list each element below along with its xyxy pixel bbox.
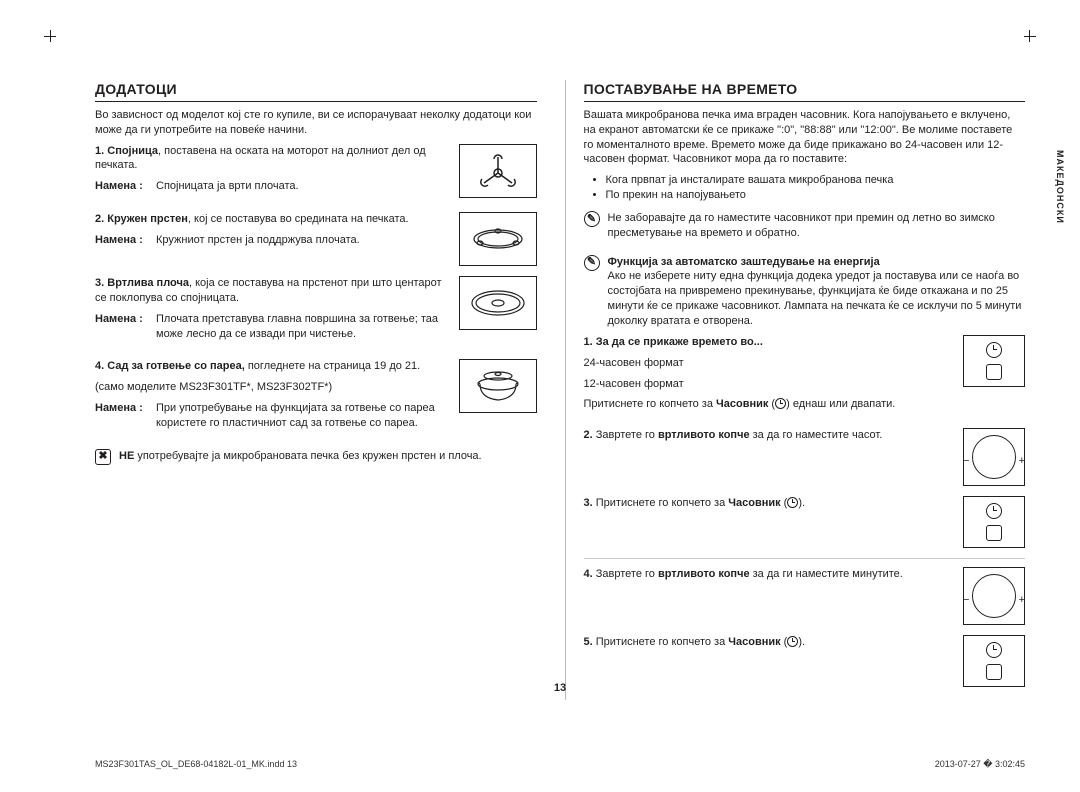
clock-icon xyxy=(986,642,1002,658)
clock-icon xyxy=(986,342,1002,358)
step-bold: Часовник xyxy=(728,497,780,509)
step-bold: Часовник xyxy=(716,398,768,410)
step-text: Притиснете го копчето за xyxy=(596,497,729,509)
step-number: 5. xyxy=(584,636,593,648)
install-conditions-list: Кога првпат ја инсталирате вашата микроб… xyxy=(584,173,1026,203)
step-number: 2. xyxy=(584,429,593,441)
item-models: (само моделите MS23F301TF*, MS23F302TF*) xyxy=(95,380,449,395)
dial-figure: −+ xyxy=(963,428,1025,486)
purpose-text: Спојницата ја врти плочата. xyxy=(156,179,299,194)
roller-ring-figure xyxy=(459,212,537,266)
step-row: 4. Завртете го вртливото копче за да ги … xyxy=(584,567,1026,625)
button-icon xyxy=(986,364,1002,380)
list-item: Кога првпат ја инсталирате вашата микроб… xyxy=(606,173,1026,188)
step-heading: 1. За да се прикаже времето во... xyxy=(584,335,954,350)
setting-time-section: ПОСТАВУВАЊЕ НА ВРЕМЕТО Вашата микробрано… xyxy=(565,80,1026,700)
page-number: 13 xyxy=(95,682,1025,694)
warn-bold: НЕ xyxy=(119,450,134,462)
item-text: , кој се поставува во средината на печка… xyxy=(188,213,409,225)
dial-icon: −+ xyxy=(972,435,1016,479)
item-title: Сад за готвење со пареа, xyxy=(107,360,245,372)
button-icon xyxy=(986,664,1002,680)
step-text: Завртете го xyxy=(596,429,658,441)
accessories-intro: Во зависност од моделот кој сте го купил… xyxy=(95,108,537,138)
step-row: 5. Притиснете го копчето за Часовник (). xyxy=(584,635,1026,687)
item-text: погледнете на страница 19 до 21. xyxy=(245,360,420,372)
clock-button-figure xyxy=(963,635,1025,687)
item-title: Кружен прстен xyxy=(107,213,188,225)
purpose-text: Кружниот прстен ја поддржува плочата. xyxy=(156,233,360,248)
step-text: . xyxy=(802,497,805,509)
step-row: 1. За да се прикаже времето во... 24-час… xyxy=(584,335,1026,418)
two-column-layout: ДОДАТОЦИ Во зависност од моделот кој сте… xyxy=(95,80,1025,700)
item-title: Спојница xyxy=(107,145,158,157)
energy-saving-note: ✎ Функција за автоматско заштедување на … xyxy=(584,255,1026,335)
warn-text: употребувајте ја микробрановата печка бе… xyxy=(134,450,481,462)
list-item: По прекин на напојувањето xyxy=(606,188,1026,203)
step-bold: вртливото копче xyxy=(658,568,750,580)
setting-time-intro: Вашата микробранова печка има вграден ча… xyxy=(584,108,1026,167)
footer-filename: MS23F301TAS_OL_DE68-04182L-01_MK.indd 13 xyxy=(95,759,297,770)
coupler-figure xyxy=(459,144,537,198)
side-language-label: МАКЕДОНСКИ xyxy=(1055,150,1065,224)
purpose-text: Плочата претставува главна површина за г… xyxy=(156,312,449,342)
dst-note: ✎ Не заборавајте да го наместите часовни… xyxy=(584,211,1026,247)
purpose-label: Намена : xyxy=(95,233,150,248)
footer-timestamp: 2013-07-27 � 3:02:45 xyxy=(935,759,1025,770)
step-text: Завртете го xyxy=(596,568,658,580)
accessory-item: 3. Вртлива плоча, која се поставува на п… xyxy=(95,276,537,349)
item-title: Вртлива плоча xyxy=(107,277,189,289)
step-line: 24-часовен формат xyxy=(584,356,954,371)
dial-figure: −+ xyxy=(963,567,1025,625)
info-icon: ✎ xyxy=(584,255,600,271)
purpose-label: Намена : xyxy=(95,401,150,431)
accessory-item: 1. Спојница, поставена на оската на мото… xyxy=(95,144,537,203)
step-bold: вртливото копче xyxy=(658,429,750,441)
dial-icon: −+ xyxy=(972,574,1016,618)
step-row: 3. Притиснете го копчето за Часовник (). xyxy=(584,496,1026,548)
purpose-label: Намена : xyxy=(95,179,150,194)
accessories-section: ДОДАТОЦИ Во зависност од моделот кој сте… xyxy=(95,80,537,700)
button-icon xyxy=(986,525,1002,541)
clock-icon xyxy=(787,636,798,647)
step-number: 3. xyxy=(584,497,593,509)
info-icon: ✎ xyxy=(584,211,600,227)
accessory-item: 4. Сад за готвење со пареа, погледнете н… xyxy=(95,359,537,438)
step-text: . xyxy=(802,636,805,648)
step-text: Притиснете го копчето за xyxy=(596,636,729,648)
page: МАКЕДОНСКИ ДОДАТОЦИ Во зависност од моде… xyxy=(95,80,1025,742)
purpose-text: При употребување на функцијата за готвењ… xyxy=(156,401,449,431)
turntable-figure xyxy=(459,276,537,330)
func-text: Ако не изберете ниту една функција додек… xyxy=(608,270,1022,327)
setting-time-heading: ПОСТАВУВАЊЕ НА ВРЕМЕТО xyxy=(584,80,1026,99)
clock-icon xyxy=(986,503,1002,519)
item-number: 3. xyxy=(95,277,104,289)
warning-note: ✖ НЕ употребувајте ја микробрановата печ… xyxy=(95,449,537,470)
step-number: 4. xyxy=(584,568,593,580)
clock-button-figure xyxy=(963,496,1025,548)
print-footer: MS23F301TAS_OL_DE68-04182L-01_MK.indd 13… xyxy=(95,759,1025,770)
clock-icon xyxy=(787,497,798,508)
purpose-label: Намена : xyxy=(95,312,150,342)
clock-button-figure xyxy=(963,335,1025,387)
item-number: 2. xyxy=(95,213,104,225)
item-number: 1. xyxy=(95,145,104,157)
func-heading: Функција за автоматско заштедување на ен… xyxy=(608,256,880,268)
step-bold: Часовник xyxy=(728,636,780,648)
step-row: 2. Завртете го вртливото копче за да го … xyxy=(584,428,1026,486)
step-line: 12-часовен формат xyxy=(584,377,954,392)
step-text: еднаш или двапати. xyxy=(793,398,895,410)
accessories-heading: ДОДАТОЦИ xyxy=(95,80,537,99)
accessory-item: 2. Кружен прстен, кој се поставува во ср… xyxy=(95,212,537,266)
steam-cooker-figure xyxy=(459,359,537,413)
item-number: 4. xyxy=(95,360,104,372)
clock-icon xyxy=(775,398,786,409)
warning-icon: ✖ xyxy=(95,449,111,465)
info-text: Не заборавајте да го наместите часовнико… xyxy=(608,211,1026,241)
step-text: за да го наместите часот. xyxy=(750,429,883,441)
step-text: Притиснете го копчето за xyxy=(584,398,717,410)
step-text: за да ги наместите минутите. xyxy=(750,568,903,580)
